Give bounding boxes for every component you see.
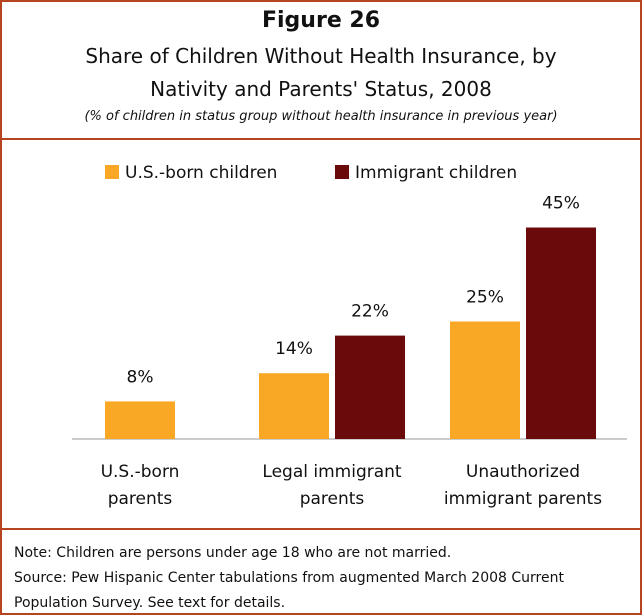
value-label: 14% — [275, 339, 313, 359]
value-label: 8% — [127, 367, 154, 387]
figure-number: Figure 26 — [261, 8, 381, 33]
legend-swatch — [335, 165, 349, 179]
value-label: 22% — [351, 302, 389, 322]
chart-subtitle: (% of children in status group without h… — [84, 109, 558, 124]
bar — [335, 335, 405, 439]
bar — [526, 227, 596, 439]
legend-label: Immigrant children — [355, 163, 517, 183]
value-label: 25% — [466, 288, 504, 308]
legend-label: U.S.-born children — [125, 163, 277, 183]
value-label: 45% — [542, 194, 580, 214]
bar — [105, 401, 175, 439]
chart-title: Share of Children Without Health Insuran… — [85, 44, 557, 101]
bar — [450, 321, 520, 439]
category-label: Legal immigrant parents — [262, 462, 402, 509]
bar — [259, 373, 329, 439]
legend-swatch — [105, 165, 119, 179]
divider — [2, 138, 640, 140]
category-label: U.S.-born parents — [100, 462, 180, 509]
note: Note: Children are persons under age 18 … — [14, 545, 452, 561]
source: Source: Pew Hispanic Center tabulations … — [14, 570, 564, 611]
category-label: Unauthorized immigrant parents — [443, 462, 603, 509]
divider — [2, 528, 640, 530]
